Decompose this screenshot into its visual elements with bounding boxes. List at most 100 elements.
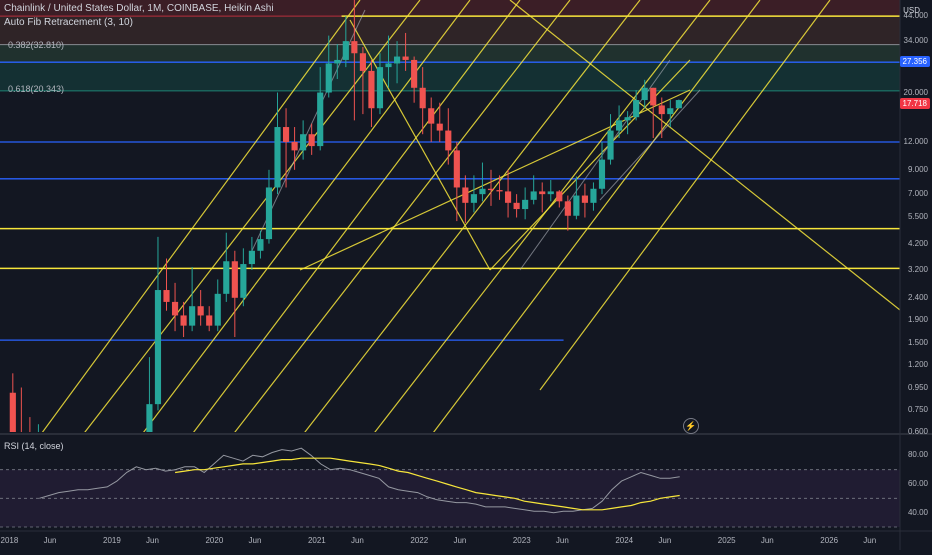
price-badge-blue: 27.356 [899, 56, 930, 68]
candle-body [530, 191, 537, 200]
trend-line-12 [489, 59, 691, 271]
time-tick: 2022 [410, 536, 429, 545]
time-tick: Jun [453, 536, 467, 545]
price-tick: 1.500 [907, 338, 928, 348]
fib-label-0382: 0.382(32.810) [8, 40, 65, 50]
candle-body [411, 59, 418, 88]
indicator-label[interactable]: Auto Fib Retracement (3, 10) [4, 17, 133, 28]
candle-body [581, 195, 588, 203]
fib-label-0618: 0.618(20.343) [8, 84, 65, 94]
candle-body [615, 120, 623, 131]
price-tick: 1.200 [907, 359, 928, 369]
candle-body [402, 56, 409, 60]
candle-body [163, 290, 170, 302]
currency-label: USD [903, 6, 920, 15]
trend-line-3 [193, 0, 521, 432]
candle-body [334, 59, 341, 64]
candle-body [308, 134, 315, 147]
price-tick: 34.000 [903, 36, 928, 46]
candle-body [607, 130, 614, 160]
trend-line-1 [84, 0, 421, 432]
candle-body [675, 100, 682, 109]
fib-zone-1 [0, 16, 900, 45]
time-tick: 2026 [820, 536, 839, 545]
candle-body [248, 250, 255, 265]
candle-body [641, 87, 648, 101]
fib-zone-3 [0, 62, 900, 91]
time-tick: 2021 [307, 536, 326, 545]
channel-line-1 [599, 89, 701, 201]
candle-body [504, 191, 512, 203]
trend-line-7 [433, 0, 761, 432]
price-tick: 44.000 [903, 11, 928, 21]
candle-body [436, 123, 443, 131]
price-tick: 5.500 [907, 212, 928, 222]
candle-body [556, 191, 563, 202]
time-tick: 2020 [205, 536, 224, 545]
time-tick: Jun [248, 536, 262, 545]
trend-line-4 [234, 0, 571, 432]
candle-body [376, 67, 384, 109]
candle-body [428, 108, 435, 124]
price-tick: 3.200 [907, 264, 928, 274]
candle-body [300, 134, 307, 151]
candle-body [197, 306, 204, 316]
time-tick: 2025 [717, 536, 736, 545]
candle-body [513, 202, 520, 210]
chart-title: Chainlink / United States Dollar, 1M, CO… [4, 3, 274, 14]
candle-body [240, 264, 247, 298]
candle-body [590, 188, 597, 203]
time-tick: Jun [863, 536, 877, 545]
price-tick: 0.950 [907, 382, 928, 392]
candle-body [385, 63, 392, 68]
candle-body [624, 117, 631, 121]
time-tick: 2019 [103, 536, 121, 545]
candle-body [180, 315, 187, 326]
price-tick: 12.000 [903, 136, 928, 146]
candle-body [393, 56, 401, 64]
flash-icon[interactable]: ⚡ [683, 418, 699, 434]
candle-body [257, 239, 264, 251]
time-tick: Jun [350, 536, 364, 545]
rsi-tick: 60.00 [907, 479, 928, 488]
rsi-ma-line [175, 457, 680, 511]
candle-body [667, 108, 674, 115]
time-tick: Jun [658, 536, 672, 545]
time-tick: 2023 [512, 536, 531, 545]
trend-line-10 [349, 19, 491, 271]
rsi-label[interactable]: RSI (14, close) [4, 441, 64, 451]
fib-zone-0 [0, 0, 900, 17]
time-tick: Jun [555, 536, 569, 545]
candle-body [564, 201, 571, 216]
candle-body [539, 191, 546, 195]
candle-body [9, 392, 16, 432]
candle-body [189, 306, 196, 326]
candle-body [214, 293, 221, 326]
price-tick: 7.000 [907, 189, 928, 199]
price-tick: 2.400 [907, 292, 928, 302]
candle-body [573, 195, 580, 216]
candle-body [231, 261, 238, 298]
candle-body [359, 53, 366, 71]
price-tick: 1.900 [907, 315, 928, 325]
candle-body [658, 105, 665, 115]
candle-body [453, 150, 460, 188]
price-tick: 4.200 [907, 238, 928, 248]
candle-body [291, 141, 298, 151]
trend-line-8 [539, 0, 831, 391]
candle-body [223, 261, 230, 294]
candle-body [419, 87, 426, 109]
candle-body [496, 190, 503, 192]
price-tick: 20.000 [903, 87, 928, 97]
candle-body [171, 301, 179, 316]
price-badge-current: 17.718 [899, 98, 930, 110]
rsi-tick: 80.00 [907, 450, 928, 460]
candle-body [154, 290, 162, 405]
trend-line-0 [41, 0, 361, 432]
candle-body [325, 63, 332, 93]
rsi-line [39, 447, 680, 514]
candle-body [445, 130, 452, 151]
candle-body [470, 194, 477, 203]
